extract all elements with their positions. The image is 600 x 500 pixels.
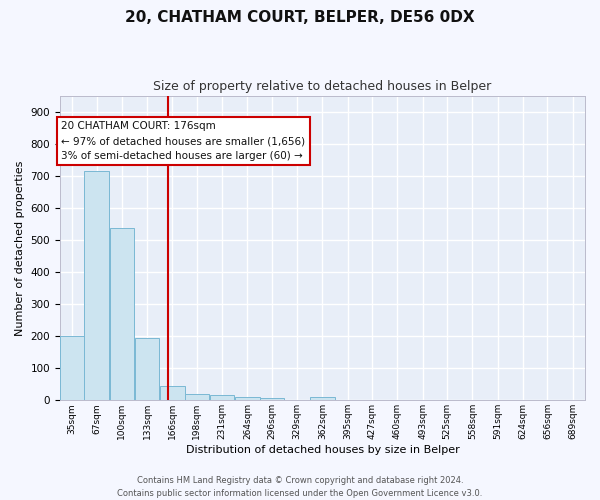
Bar	[135, 338, 160, 400]
Text: 20 CHATHAM COURT: 176sqm
← 97% of detached houses are smaller (1,656)
3% of semi: 20 CHATHAM COURT: 176sqm ← 97% of detach…	[61, 121, 305, 161]
Bar	[110, 228, 134, 400]
Bar	[60, 336, 85, 400]
Title: Size of property relative to detached houses in Belper: Size of property relative to detached ho…	[154, 80, 491, 93]
Y-axis label: Number of detached properties: Number of detached properties	[15, 160, 25, 336]
Bar	[210, 396, 235, 400]
Bar	[160, 386, 185, 400]
Bar	[260, 398, 284, 400]
Text: Contains HM Land Registry data © Crown copyright and database right 2024.
Contai: Contains HM Land Registry data © Crown c…	[118, 476, 482, 498]
X-axis label: Distribution of detached houses by size in Belper: Distribution of detached houses by size …	[185, 445, 460, 455]
Text: 20, CHATHAM COURT, BELPER, DE56 0DX: 20, CHATHAM COURT, BELPER, DE56 0DX	[125, 10, 475, 25]
Bar	[185, 394, 209, 400]
Bar	[310, 398, 335, 400]
Bar	[235, 397, 260, 400]
Bar	[85, 170, 109, 400]
